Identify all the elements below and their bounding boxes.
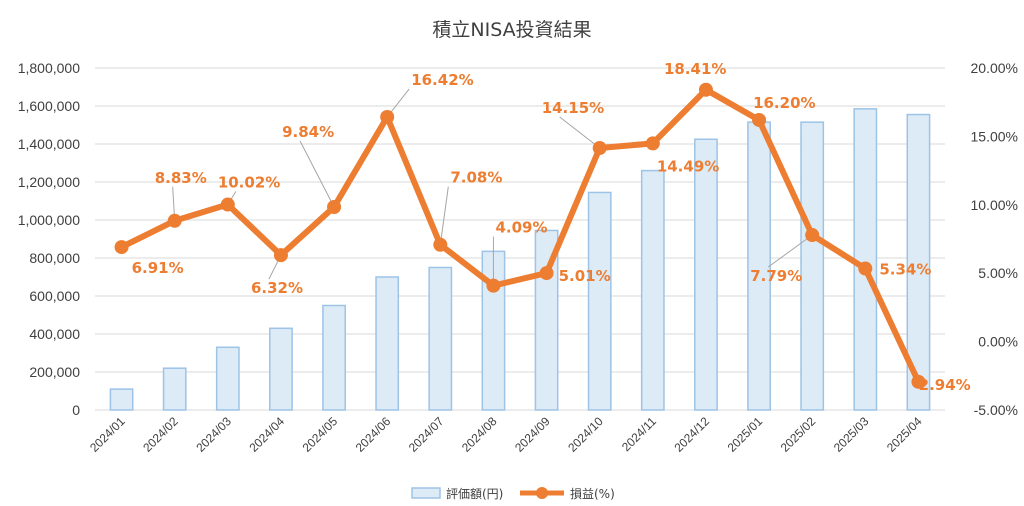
line-point — [752, 112, 767, 127]
leader-line — [559, 116, 600, 149]
y-right-tick-label: -5.00% — [974, 402, 1018, 418]
line-point — [592, 141, 607, 156]
bar — [640, 169, 665, 411]
x-tick-label: 2024/11 — [619, 414, 659, 454]
line-point — [273, 248, 288, 263]
x-tick-label: 2025/01 — [725, 414, 766, 455]
data-labels: 6.91% 8.83% 10.02% 6.32% 9.84% 16.42% 7.08% 4.0… — [132, 60, 971, 394]
x-tick-label: 2024/12 — [671, 414, 712, 455]
y-left-tick-label: 1,800,000 — [18, 60, 80, 76]
data-label: 5.01% — [559, 267, 611, 285]
data-label: -2.94% — [912, 376, 970, 394]
line-point — [539, 266, 554, 281]
line-series — [114, 82, 926, 389]
x-tick-label: 2024/05 — [300, 414, 341, 455]
line-path — [118, 86, 922, 385]
leader-line — [439, 186, 449, 245]
x-tick-label: 2024/02 — [140, 414, 181, 455]
data-label: 5.34% — [879, 261, 931, 279]
legend-swatch-bar — [411, 487, 441, 499]
legend-marker-line — [536, 487, 548, 499]
line-point — [645, 136, 660, 151]
legend: 評価額(円) 損益(%) — [411, 486, 615, 501]
line-point — [433, 237, 448, 252]
y-left-tick-label: 1,000,000 — [18, 212, 80, 228]
bar — [428, 266, 453, 411]
y-left-tick-label: 0 — [72, 402, 80, 418]
y-right-tick-label: 0.00% — [978, 334, 1018, 350]
line-point — [698, 82, 713, 97]
data-label: 16.20% — [753, 94, 815, 112]
data-label: 14.15% — [542, 99, 604, 117]
data-label: 9.84% — [282, 123, 334, 141]
legend-label-line: 損益(%) — [570, 486, 615, 501]
data-label: 7.08% — [450, 169, 502, 187]
bar — [694, 138, 718, 411]
chart-title: 積立NISA投資結果 — [432, 19, 591, 41]
data-label: 18.41% — [664, 60, 726, 78]
y-left-tick-label: 400,000 — [29, 326, 80, 342]
bar — [800, 121, 825, 411]
x-tick-label: 2024/09 — [512, 414, 553, 455]
line-point — [167, 213, 182, 228]
x-tick-label: 2024/01 — [87, 414, 128, 455]
x-tick-label: 2024/08 — [459, 414, 500, 455]
bar — [162, 367, 187, 411]
y-right-tick-label: 5.00% — [978, 265, 1018, 281]
y-left-tick-label: 1,200,000 — [18, 174, 80, 190]
x-tick-label: 2025/03 — [831, 414, 872, 455]
y-left-tick-label: 1,400,000 — [18, 136, 80, 152]
legend-label-bar: 評価額(円) — [446, 486, 503, 501]
bar-series — [109, 108, 931, 411]
bar — [587, 191, 612, 411]
line-point — [114, 240, 129, 255]
y-left-tick-label: 800,000 — [29, 250, 80, 266]
line-point — [911, 374, 926, 389]
data-label: 7.79% — [750, 267, 802, 285]
bar — [375, 276, 400, 411]
y-axis-left: 1,800,000 1,600,000 1,400,000 1,200,000 1,00… — [18, 60, 81, 418]
x-tick-label: 2024/03 — [193, 414, 234, 455]
line-point — [380, 109, 395, 124]
bar — [269, 327, 293, 411]
bar — [109, 388, 134, 411]
data-label: 8.83% — [155, 169, 207, 187]
data-label: 6.91% — [132, 259, 184, 277]
y-left-tick-label: 200,000 — [29, 364, 80, 380]
line-point — [805, 228, 820, 243]
y-right-tick-label: 15.00% — [971, 128, 1018, 144]
data-label: 16.42% — [411, 71, 473, 89]
x-tick-label: 2024/07 — [406, 414, 447, 455]
x-axis: 2024/01 2024/02 2024/03 2024/04 2024/05 2024/… — [87, 414, 925, 455]
y-axis-right: 20.00% 15.00% 10.00% 5.00% 0.00% -5.00% — [971, 60, 1018, 418]
x-tick-label: 2024/06 — [353, 414, 394, 455]
x-tick-label: 2025/04 — [884, 414, 925, 455]
y-left-tick-label: 1,600,000 — [18, 98, 80, 114]
line-point — [327, 199, 342, 214]
data-label: 10.02% — [218, 174, 280, 192]
y-left-tick-label: 600,000 — [29, 288, 80, 304]
bar — [215, 346, 240, 411]
line-point — [220, 197, 235, 212]
x-tick-label: 2024/10 — [565, 414, 606, 455]
bar — [853, 108, 878, 411]
x-tick-label: 2025/02 — [778, 414, 819, 455]
data-label: 4.09% — [495, 219, 547, 237]
leader-line — [767, 234, 813, 268]
y-right-tick-label: 20.00% — [971, 60, 1018, 76]
leader-line — [299, 140, 335, 208]
line-point — [858, 261, 873, 276]
bar — [906, 113, 931, 411]
y-right-tick-label: 10.00% — [971, 197, 1018, 213]
bar — [322, 304, 346, 411]
line-point — [486, 278, 501, 293]
data-label: 6.32% — [251, 279, 303, 297]
x-tick-label: 2024/04 — [246, 414, 287, 455]
data-label: 14.49% — [657, 157, 719, 175]
